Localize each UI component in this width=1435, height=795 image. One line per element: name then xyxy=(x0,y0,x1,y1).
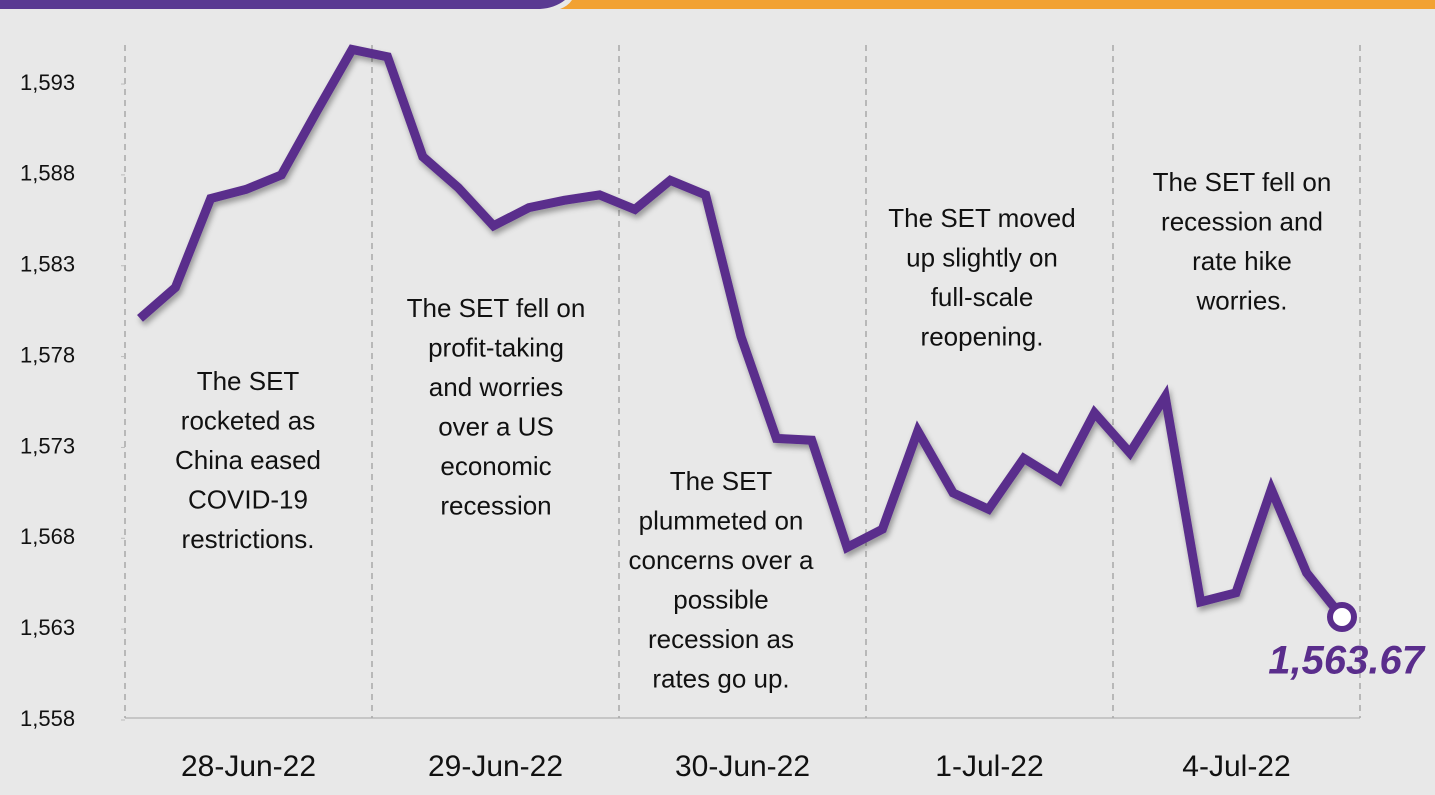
y-tick-label: 1,578 xyxy=(20,342,75,367)
annotation: reopening. xyxy=(921,321,1044,351)
annotation: China eased xyxy=(175,445,321,475)
annotation: rocketed as xyxy=(181,405,315,435)
annotation: profit-taking xyxy=(428,332,564,362)
annotation: plummeted on xyxy=(639,505,804,535)
end-point xyxy=(1327,601,1357,632)
value-label: 1,563.67 xyxy=(1268,639,1425,683)
y-tick-label: 1,593 xyxy=(20,70,75,95)
y-tick-label: 1,588 xyxy=(20,161,75,186)
annotation: recession as xyxy=(648,624,794,654)
annotation: The SET moved xyxy=(888,203,1075,233)
y-tick-label: 1,583 xyxy=(20,252,75,277)
y-tick-label: 1,558 xyxy=(20,706,75,731)
annotation: recession xyxy=(440,490,551,520)
annotation: up slightly on xyxy=(906,242,1058,272)
annotation: rate hike xyxy=(1192,246,1292,276)
annotation: rates go up. xyxy=(652,663,789,693)
annotation: COVID-19 xyxy=(188,484,308,514)
annotation: The SET fell on xyxy=(1153,167,1332,197)
annotation: restrictions. xyxy=(182,524,315,554)
top-bar-orange xyxy=(560,0,1435,9)
top-bar-purple xyxy=(0,0,565,9)
x-tick-label: 30-Jun-22 xyxy=(675,750,810,783)
y-tick-label: 1,568 xyxy=(20,524,75,549)
annotation: The SET xyxy=(670,466,773,496)
annotation: possible xyxy=(673,584,768,614)
x-tick-label: 4-Jul-22 xyxy=(1182,750,1290,783)
annotation: economic xyxy=(440,451,551,481)
x-tick-label: 29-Jun-22 xyxy=(428,750,563,783)
y-tick-label: 1,563 xyxy=(20,615,75,640)
x-tick-label: 1-Jul-22 xyxy=(935,750,1043,783)
annotation: full-scale xyxy=(931,282,1034,312)
y-tick-label: 1,573 xyxy=(20,433,75,458)
annotation: The SET xyxy=(197,366,300,396)
annotation: worries. xyxy=(1195,285,1287,315)
annotation: recession and xyxy=(1161,206,1323,236)
annotation: and worries xyxy=(429,372,563,402)
x-tick-label: 28-Jun-22 xyxy=(181,750,316,783)
annotation: over a US xyxy=(438,411,554,441)
series-line xyxy=(137,44,1346,620)
annotation: concerns over a xyxy=(629,545,815,575)
annotation: The SET fell on xyxy=(407,293,586,323)
